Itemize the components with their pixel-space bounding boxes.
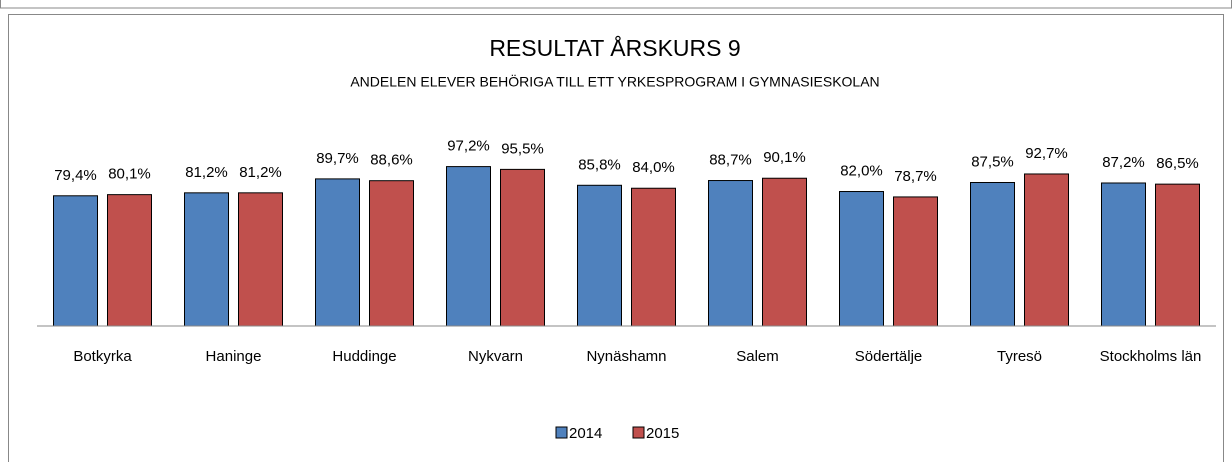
data-label: 80,1% [108,166,151,183]
data-label: 87,5% [971,153,1014,170]
data-label: 82,0% [840,162,883,179]
x-tick-label: Salem [736,348,779,365]
bar [1024,173,1069,327]
bar [631,187,676,327]
top-strip [0,0,1232,9]
data-label: 92,7% [1025,145,1068,162]
bar [1155,183,1200,327]
x-tick-label: Botkyrka [73,348,132,365]
bar [446,166,491,327]
bar [1101,182,1146,327]
legend-swatch [632,426,645,439]
bar [762,177,807,327]
data-label: 81,2% [239,164,282,181]
data-label: 85,8% [578,156,621,173]
x-tick-label: Nynäshamn [586,348,667,365]
bar [500,168,545,327]
data-label: 87,2% [1102,154,1145,171]
legend-swatch [555,426,568,439]
data-label: 89,7% [316,150,359,167]
data-label: 78,7% [894,168,937,185]
data-label: 88,7% [709,152,752,169]
bar [970,182,1015,327]
x-tick-label: Nykvarn [467,348,523,365]
x-tick-label: Huddinge [332,348,397,365]
bar [708,180,753,327]
legend-label: 2015 [646,425,679,442]
data-label: 81,2% [185,164,228,181]
data-label: 88,6% [370,152,413,169]
bar [184,192,229,327]
bar [577,184,622,327]
x-tick-label: Haninge [205,348,262,365]
bar [238,192,283,327]
data-label: 97,2% [447,138,490,155]
chart-subtitle: ANDELEN ELEVER BEHÖRIGA TILL ETT YRKESPR… [350,73,879,90]
x-tick-label: Södertälje [854,348,923,365]
bar [107,194,152,327]
bar [369,180,414,327]
x-tick-label: Tyresö [996,348,1042,365]
data-label: 95,5% [501,140,544,157]
chart-title: RESULTAT ÅRSKURS 9 [489,34,740,61]
bar [53,195,98,327]
legend-label: 2014 [569,425,602,442]
data-label: 84,0% [632,159,675,176]
bar [315,178,360,327]
data-label: 90,1% [763,149,806,166]
bar [839,191,884,327]
data-label: 79,4% [54,167,97,184]
x-tick-label: Stockholms län [1099,348,1202,365]
bar [893,196,938,327]
data-label: 86,5% [1156,155,1199,172]
